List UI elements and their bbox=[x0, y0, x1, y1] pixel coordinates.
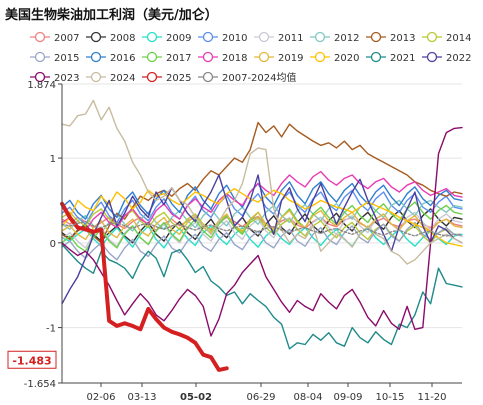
legend-label-2014: 2014 bbox=[446, 33, 471, 44]
series-line-2022 bbox=[61, 174, 463, 305]
x-tick-label-5: 09-09 bbox=[333, 392, 362, 403]
legend-label-2008: 2008 bbox=[110, 33, 135, 44]
legend-label-2016: 2016 bbox=[110, 53, 135, 64]
x-tick-label-7: 11-20 bbox=[417, 392, 446, 403]
legend-marker-2024 bbox=[90, 71, 102, 83]
series-line-2023 bbox=[61, 126, 463, 337]
legend: 2007 2008 2009 2010 2011 2012 2013 2014 2015 2016… bbox=[30, 31, 471, 84]
legend-marker-2021 bbox=[370, 51, 382, 63]
last-value-badge bbox=[7, 350, 57, 369]
y-tick-label-4: -1.654 bbox=[24, 379, 56, 390]
chart-title: 美国生物柴油加工利润（美元/加仑） bbox=[5, 8, 218, 23]
legend-marker-2010 bbox=[202, 31, 214, 43]
series-line-2018 bbox=[61, 170, 463, 232]
legend-label-2017: 2017 bbox=[166, 53, 191, 64]
x-tick-label-6: 10-15 bbox=[375, 392, 404, 403]
legend-label-2007: 2007 bbox=[54, 33, 79, 44]
legend-marker-2016 bbox=[90, 51, 102, 63]
series-line-2019 bbox=[61, 209, 463, 241]
legend-marker-2022 bbox=[426, 51, 438, 63]
legend-marker-2025 bbox=[146, 71, 158, 83]
legend-label-2015: 2015 bbox=[54, 53, 79, 64]
legend-marker-2008 bbox=[90, 31, 102, 43]
legend-marker-2017 bbox=[146, 51, 158, 63]
legend-marker-2007-2024- bbox=[202, 71, 214, 83]
legend-marker-2023 bbox=[34, 71, 46, 83]
series-line-2025 bbox=[60, 201, 229, 372]
legend-label-2020: 2020 bbox=[334, 53, 359, 64]
series-line-2007 bbox=[61, 215, 463, 231]
legend-label-2009: 2009 bbox=[166, 33, 191, 44]
legend-label-2023: 2023 bbox=[54, 73, 79, 84]
series-line-2007-2024- bbox=[61, 220, 463, 237]
legend-label-2018: 2018 bbox=[222, 53, 247, 64]
legend-label-2019: 2019 bbox=[278, 53, 303, 64]
legend-label-2021: 2021 bbox=[390, 53, 415, 64]
y-tick-label-2: 0 bbox=[50, 239, 56, 250]
series-line-2021 bbox=[61, 243, 463, 350]
legend-marker-2007 bbox=[34, 31, 46, 43]
last-value-label: -1.483 bbox=[12, 354, 51, 367]
series-line-2009 bbox=[61, 225, 463, 249]
series-line-2024 bbox=[61, 99, 463, 265]
legend-label-2012: 2012 bbox=[334, 33, 359, 44]
legend-label-2010: 2010 bbox=[222, 33, 247, 44]
y-tick-label-1: 1 bbox=[50, 154, 56, 165]
legend-marker-2012 bbox=[314, 31, 326, 43]
legend-marker-2011 bbox=[258, 31, 270, 43]
legend-label-2011: 2011 bbox=[278, 33, 303, 44]
legend-marker-2015 bbox=[34, 51, 46, 63]
legend-label-2022: 2022 bbox=[446, 53, 471, 64]
x-tick-label-4: 08-04 bbox=[293, 392, 322, 403]
legend-marker-2013 bbox=[370, 31, 382, 43]
series-group bbox=[60, 99, 463, 372]
axes: 1.874 1 0 -1 -1.654 02-06 03-13 05-02 06-29 08-04… bbox=[7, 80, 462, 403]
legend-marker-2019 bbox=[258, 51, 270, 63]
legend-marker-2018 bbox=[202, 51, 214, 63]
x-tick-label-3: 06-29 bbox=[246, 392, 275, 403]
y-tick-label-3: -1 bbox=[46, 324, 56, 335]
legend-label-2013: 2013 bbox=[390, 33, 415, 44]
series-line-2016 bbox=[61, 181, 463, 220]
legend-marker-2020 bbox=[314, 51, 326, 63]
y-tick-label-0: 1.874 bbox=[27, 80, 56, 91]
legend-label-2024: 2024 bbox=[110, 73, 135, 84]
legend-marker-2014 bbox=[426, 31, 438, 43]
x-tick-label-2: 05-02 bbox=[180, 392, 212, 403]
legend-marker-2009 bbox=[146, 31, 158, 43]
x-tick-label-0: 02-06 bbox=[86, 392, 115, 403]
x-tick-label-1: 03-13 bbox=[127, 392, 156, 403]
legend-label-2007-2024-: 2007-2024均值 bbox=[222, 71, 297, 84]
legend-label-2025: 2025 bbox=[166, 73, 191, 84]
